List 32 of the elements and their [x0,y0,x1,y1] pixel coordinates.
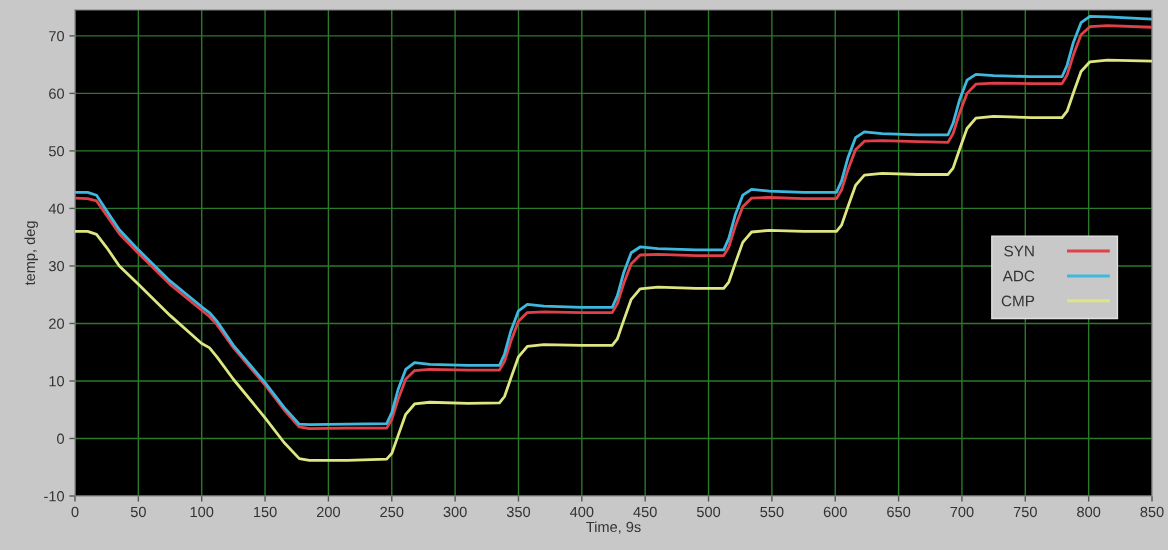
x-tick-label: 300 [443,506,467,518]
y-tick-label: 10 [49,376,65,387]
x-tick-label: 750 [1013,506,1037,518]
x-tick-label: 550 [760,506,784,518]
y-tick-label: 70 [49,30,65,42]
legend-label: CMP [1001,295,1035,307]
x-tick-label: 450 [633,506,657,518]
x-tick-label: 150 [254,506,277,518]
x-tick-label: 350 [506,506,531,518]
x-tick-label: 850 [1140,506,1164,518]
legend-label: ADC [1002,270,1035,282]
y-tick-label: 30 [48,261,65,272]
x-tick-label: 100 [190,506,214,518]
y-tick-label: 60 [49,88,65,99]
x-tick-label: 50 [130,506,146,518]
y-tick-label: 50 [48,146,65,157]
y-tick-label: 20 [49,318,65,329]
x-tick-label: 250 [380,506,404,518]
legend-label: SYN [1004,245,1034,257]
x-tick-label: 500 [696,506,721,518]
x-tick-label: 650 [887,506,911,518]
x-tick-label: 400 [569,506,594,518]
y-axis-title: temp, deg [24,221,38,286]
x-tick-label: 200 [316,506,341,518]
x-axis-title: Time, 9s [586,521,641,534]
y-tick-label: 0 [57,433,65,444]
x-tick-label: 0 [71,506,79,518]
x-tick-label: 600 [823,506,847,518]
x-tick-label: 800 [1077,506,1101,518]
x-tick-label: 700 [950,506,974,518]
y-tick-label: 40 [48,203,65,214]
y-tick-label: -10 [44,491,65,502]
